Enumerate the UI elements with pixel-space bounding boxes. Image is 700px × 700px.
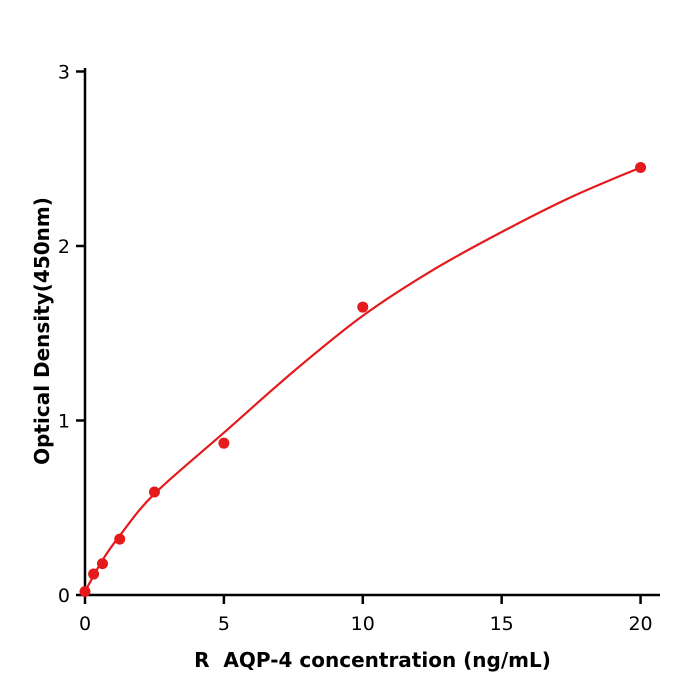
data-point [88,568,100,580]
x-tick-label: 0 [79,613,91,635]
data-point [79,586,91,598]
y-tick-label: 0 [58,585,70,607]
y-tick-label: 3 [58,61,70,83]
data-point [148,486,160,498]
data-point [97,558,108,570]
y-tick-label: 2 [58,236,70,258]
y-axis-label: Optical Density(450nm) [30,197,54,465]
data-point [114,533,126,545]
fit-line [83,166,642,593]
data-point [635,161,647,173]
data-point [357,301,369,313]
x-tick-label: 15 [490,613,514,635]
x-tick-label: 20 [628,613,652,635]
x-tick-label: 5 [218,613,230,635]
data-point [218,437,230,449]
x-axis-label: R AQP-4 concentration (ng/mL) [194,648,551,672]
x-tick-label: 10 [351,613,375,635]
y-tick-label: 1 [58,410,70,432]
